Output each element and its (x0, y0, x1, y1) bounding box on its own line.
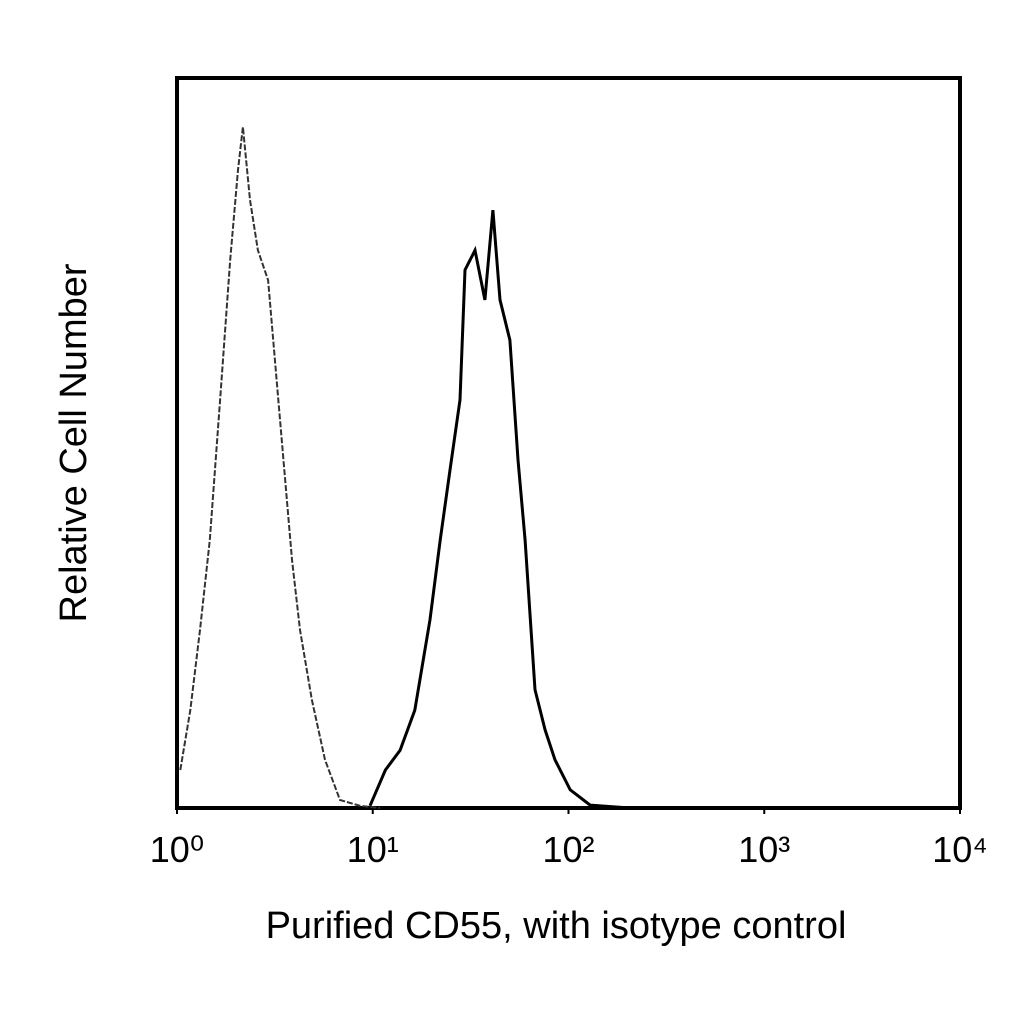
x-tick-label: 10² (542, 829, 594, 870)
x-tick-label: 10³ (738, 829, 790, 870)
x-tick-label: 10⁴ (932, 829, 988, 870)
plot-frame (175, 76, 962, 810)
y-axis-label: Relative Cell Number (53, 263, 95, 622)
histogram-line (368, 209, 631, 810)
histogram-line (179, 126, 381, 809)
x-tick-label: 10¹ (347, 829, 399, 870)
x-tick-label: 10⁰ (150, 829, 204, 870)
x-axis-label: Purified CD55, with isotype control (266, 905, 847, 947)
